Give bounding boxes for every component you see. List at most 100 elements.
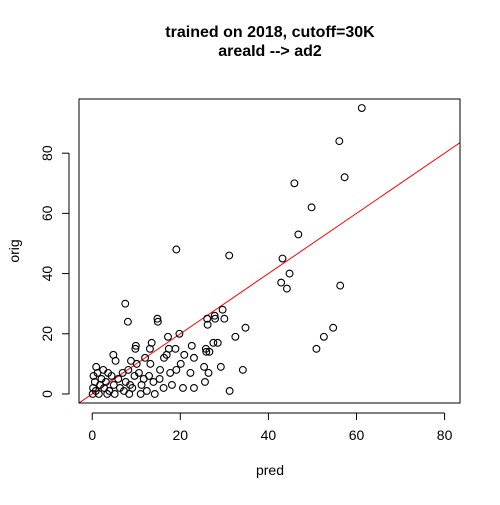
- data-point: [111, 356, 120, 365]
- data-point: [155, 374, 164, 383]
- y-tick-label: 0: [39, 390, 55, 398]
- data-point: [238, 365, 247, 374]
- data-point: [109, 380, 118, 389]
- y-axis-label: orig: [6, 239, 22, 262]
- data-point: [164, 332, 172, 341]
- data-point: [178, 384, 187, 392]
- data-point: [340, 173, 349, 182]
- data-point: [336, 281, 345, 290]
- data-point: [329, 323, 338, 332]
- data-point: [220, 314, 229, 323]
- y-tick-label: 60: [39, 205, 55, 221]
- data-point: [150, 390, 159, 398]
- data-point: [118, 368, 127, 377]
- data-point: [216, 362, 225, 371]
- y-axis: 0 20 40 60 80: [39, 145, 70, 398]
- data-point: [171, 344, 180, 353]
- data-point: [123, 317, 132, 326]
- data-point: [167, 380, 176, 389]
- x-tick-label: 60: [349, 427, 365, 443]
- data-point: [156, 365, 164, 374]
- data-point: [172, 365, 181, 374]
- data-point: [110, 390, 119, 398]
- x-tick-label: 20: [173, 427, 189, 443]
- data-point: [142, 387, 151, 395]
- data-point: [205, 347, 214, 356]
- data-point: [89, 371, 98, 380]
- data-point: [202, 347, 211, 356]
- data-point: [146, 359, 155, 368]
- y-tick-label: 80: [39, 145, 55, 161]
- y-tick-label: 20: [39, 326, 55, 342]
- data-point: [278, 254, 287, 263]
- data-point: [209, 338, 218, 347]
- data-point: [312, 344, 321, 353]
- data-point: [285, 269, 294, 278]
- data-point: [357, 104, 366, 112]
- data-point: [200, 362, 209, 371]
- data-point: [201, 377, 209, 386]
- plot-frame: [78, 98, 461, 404]
- data-point: [166, 368, 175, 377]
- data-point: [172, 245, 181, 254]
- data-point: [218, 305, 227, 314]
- data-point: [145, 344, 154, 353]
- data-point: [190, 353, 198, 362]
- data-point: [225, 251, 234, 260]
- data-point: [213, 338, 222, 347]
- data-point: [136, 390, 145, 398]
- y-tick-label: 40: [39, 266, 55, 282]
- data-point: [210, 311, 219, 320]
- x-tick-label: 40: [261, 427, 277, 443]
- data-point: [149, 377, 158, 386]
- data-point: [231, 332, 240, 341]
- data-point: [319, 332, 328, 341]
- data-point: [88, 390, 97, 398]
- data-point: [175, 329, 184, 338]
- data-point: [153, 314, 162, 323]
- data-point: [160, 353, 168, 362]
- data-point: [241, 323, 250, 332]
- data-point: [186, 368, 195, 377]
- data-point: [107, 371, 116, 380]
- data-point: [137, 380, 146, 389]
- data-point: [211, 314, 220, 323]
- data-point: [130, 371, 139, 380]
- data-point: [114, 374, 123, 383]
- data-point: [307, 203, 316, 212]
- data-point: [225, 387, 234, 395]
- data-point: [180, 350, 189, 359]
- data-point: [277, 278, 286, 287]
- data-point: [159, 384, 168, 392]
- data-point: [131, 341, 140, 350]
- data-point: [131, 344, 140, 353]
- data-point: [203, 320, 212, 329]
- data-point: [176, 359, 185, 368]
- data-point: [187, 341, 196, 350]
- x-tick-label: 0: [88, 427, 96, 443]
- data-point: [103, 390, 112, 398]
- x-axis-label: pred: [256, 462, 284, 478]
- x-tick-label: 80: [437, 427, 453, 443]
- data-point: [204, 368, 213, 377]
- data-point: [153, 317, 162, 326]
- data-point: [128, 384, 137, 392]
- data-point: [94, 390, 103, 398]
- data-point: [121, 299, 130, 308]
- plot-marks: [79, 104, 460, 403]
- data-point: [290, 179, 299, 188]
- x-axis: 0 20 40 60 80: [88, 412, 453, 443]
- data-point: [92, 362, 101, 371]
- data-point: [132, 359, 141, 368]
- data-point: [190, 384, 198, 392]
- data-point: [282, 284, 291, 293]
- data-point: [125, 390, 134, 398]
- data-point: [294, 230, 303, 239]
- data-point: [335, 137, 344, 146]
- chart-subtitle: areaId --> ad2: [218, 43, 322, 60]
- data-point: [203, 314, 212, 323]
- chart-title: trained on 2018, cutoff=30K: [165, 24, 375, 41]
